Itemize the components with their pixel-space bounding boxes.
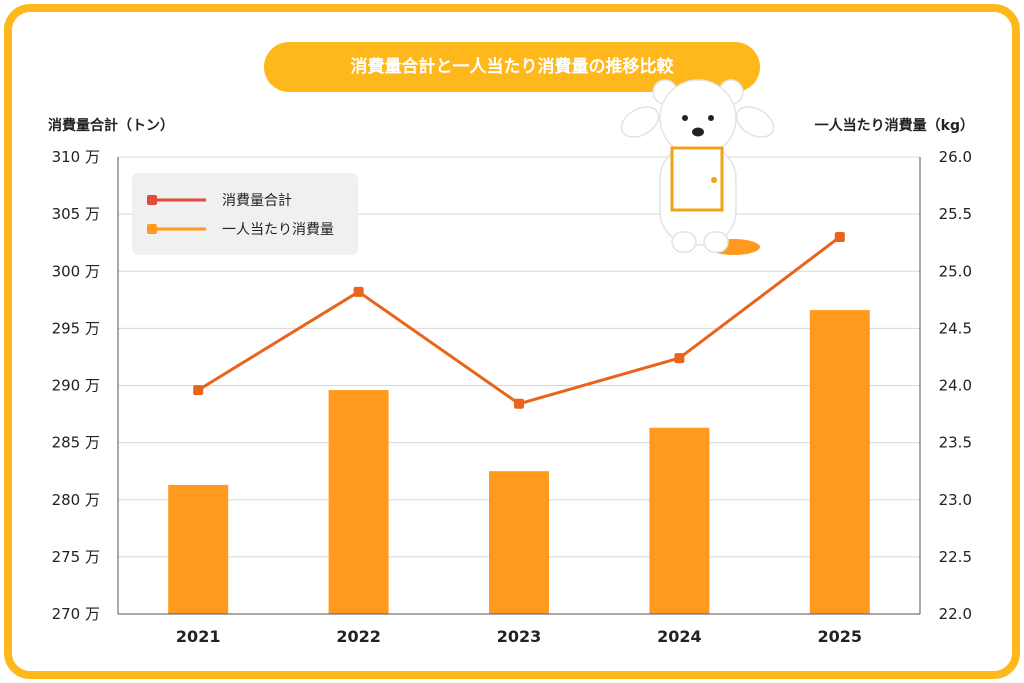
x-tick-label: 2025 [818, 627, 863, 646]
line-point-2022 [353, 286, 364, 297]
bear-holding-door-icon [620, 79, 775, 255]
right-tick-label: 22.0 [939, 605, 972, 623]
right-tick-label: 25.0 [939, 262, 972, 280]
right-axis-ticks: 22.0 22.5 23.0 23.5 24.0 24.5 25.0 25.5 26.0 [939, 148, 972, 623]
left-tick-label: 305 万 [52, 205, 100, 223]
x-tick-label: 2021 [176, 627, 221, 646]
x-tick-label: 2022 [336, 627, 381, 646]
right-tick-label: 24.0 [939, 377, 972, 395]
x-tick-label: 2023 [497, 627, 542, 646]
right-tick-label: 22.5 [939, 548, 972, 566]
right-tick-label: 24.5 [939, 319, 972, 337]
chart-title: 消費量合計と一人当たり消費量の推移比較 [264, 42, 760, 92]
right-tick-label: 23.5 [939, 434, 972, 452]
line-point-2021 [193, 385, 204, 396]
bar-2023 [489, 471, 549, 614]
left-tick-label: 285 万 [52, 434, 100, 452]
left-axis-label: 消費量合計（トン） [48, 117, 174, 134]
legend-box [132, 173, 358, 255]
right-tick-label: 23.0 [939, 491, 972, 509]
legend: 消費量合計 一人当たり消費量 [132, 173, 358, 255]
bar-2022 [328, 390, 389, 614]
bar-2024 [649, 427, 710, 614]
line-path [197, 235, 841, 406]
right-tick-label: 25.5 [939, 205, 972, 223]
left-tick-label: 300 万 [52, 262, 100, 280]
x-axis-ticks: 2021 2022 2023 2024 2025 [176, 627, 862, 646]
left-tick-label: 275 万 [52, 548, 100, 566]
line-point-2025 [834, 231, 845, 242]
left-tick-label: 270 万 [52, 605, 100, 623]
axes [117, 157, 921, 615]
line-point-2024 [674, 353, 685, 364]
right-tick-label: 26.0 [939, 148, 972, 166]
right-axis-label: 一人当たり消費量（kg） [815, 117, 974, 134]
bar-2025 [809, 310, 870, 614]
legend-bar-marker [147, 224, 157, 234]
line-point-2023 [514, 398, 524, 409]
bar-series [168, 310, 870, 614]
left-axis-ticks: 270 万 275 万 280 万 285 万 290 万 295 万 300 万 305 万… [52, 148, 100, 623]
line-series [193, 231, 845, 409]
x-tick-label: 2024 [657, 627, 702, 646]
left-tick-label: 290 万 [52, 377, 100, 395]
left-tick-label: 310 万 [52, 148, 100, 166]
left-tick-label: 295 万 [52, 319, 100, 337]
left-tick-label: 280 万 [52, 491, 100, 509]
legend-line-marker [147, 195, 157, 205]
bar-2021 [168, 484, 229, 614]
legend-label-line: 消費量合計 [222, 193, 292, 209]
legend-label-bar: 一人当たり消費量 [222, 222, 334, 238]
